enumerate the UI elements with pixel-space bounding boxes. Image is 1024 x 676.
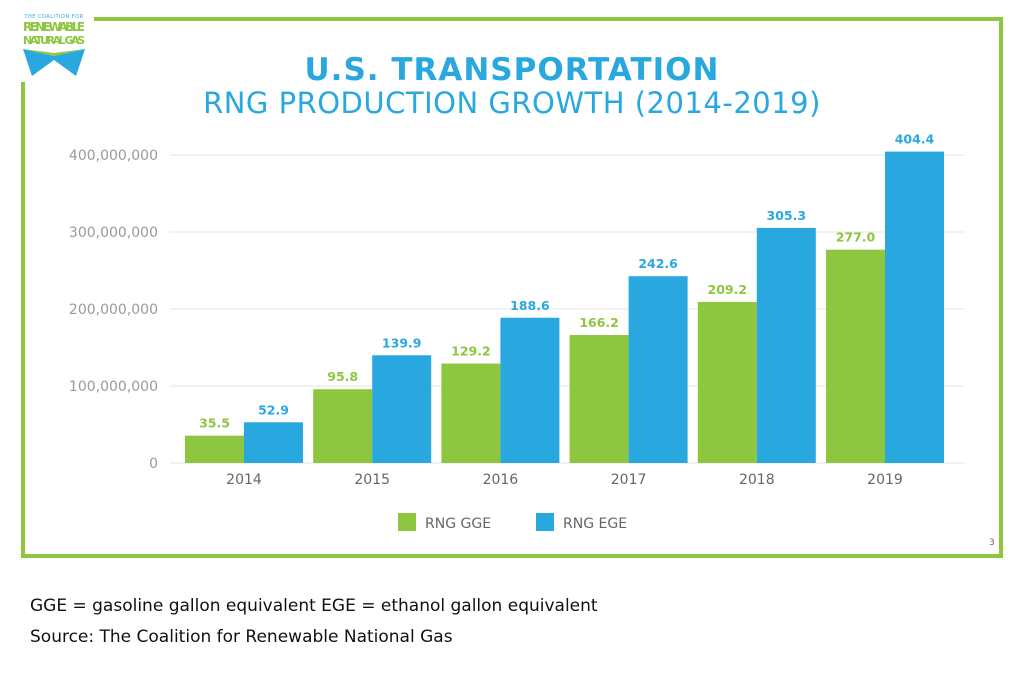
bar-gge-2015 xyxy=(313,389,373,463)
data-label: 305.3 xyxy=(767,208,807,223)
y-tick-label: 0 xyxy=(149,456,158,472)
chart-title: U.S. TRANSPORTATION xyxy=(304,52,720,88)
footer-definitions: GGE = gasoline gallon equivalent EGE = e… xyxy=(30,596,598,616)
footer-source: Source: The Coalition for Renewable Nati… xyxy=(30,627,453,647)
x-tick-label: 2017 xyxy=(611,472,647,488)
bar-ege-2019 xyxy=(885,151,944,463)
bar-ege-2017 xyxy=(628,276,688,463)
bar-ege-2016 xyxy=(500,317,560,463)
slide-frame xyxy=(21,17,1003,558)
svg-text:THE COALITION FOR: THE COALITION FOR xyxy=(23,14,83,20)
rng-coalition-logo: THE COALITION FOR RENEWABLE NATURAL GAS xyxy=(14,4,94,82)
chart-subtitle: RNG PRODUCTION GROWTH (2014-2019) xyxy=(203,86,821,120)
data-label: 139.9 xyxy=(382,335,422,350)
data-label: 209.2 xyxy=(708,282,748,297)
bar-gge-2018 xyxy=(697,301,757,463)
bar-gge-2019 xyxy=(826,249,885,463)
page-number: 3 xyxy=(989,538,995,548)
data-label: 404.4 xyxy=(895,132,935,147)
data-label: 242.6 xyxy=(638,256,678,271)
data-label: 95.8 xyxy=(327,369,358,384)
x-tick-label: 2018 xyxy=(739,472,775,488)
data-label: 166.2 xyxy=(579,315,619,330)
x-tick-label: 2019 xyxy=(867,472,903,488)
bar-ege-2018 xyxy=(756,227,816,463)
y-tick-label: 200,000,000 xyxy=(69,302,158,318)
legend-swatch xyxy=(536,513,554,531)
data-label: 35.5 xyxy=(199,416,230,431)
bar-ege-2014 xyxy=(244,422,303,463)
data-label: 188.6 xyxy=(510,298,550,313)
bar-chart: 0 100,000,000 200,000,000 300,000,000 400,00… xyxy=(69,132,965,532)
bar-gge-2017 xyxy=(569,335,629,463)
svg-text:RENEWABLE: RENEWABLE xyxy=(23,20,85,34)
y-tick-label: 300,000,000 xyxy=(69,225,158,241)
x-tick-label: 2015 xyxy=(354,472,390,488)
data-label: 129.2 xyxy=(451,344,491,359)
y-tick-label: 400,000,000 xyxy=(69,148,158,164)
data-label: 52.9 xyxy=(258,402,289,417)
x-tick-label: 2016 xyxy=(483,472,519,488)
data-label: 277.0 xyxy=(836,230,876,245)
legend-swatch xyxy=(398,513,416,531)
bar-gge-2016 xyxy=(441,363,501,463)
y-tick-label: 100,000,000 xyxy=(69,379,158,395)
bar-ege-2015 xyxy=(372,355,432,463)
legend-label: RNG GGE xyxy=(425,516,491,532)
x-tick-label: 2014 xyxy=(226,472,262,488)
legend-label: RNG EGE xyxy=(563,516,627,532)
bar-gge-2014 xyxy=(185,435,244,463)
svg-text:NATURAL GAS: NATURAL GAS xyxy=(23,34,85,47)
